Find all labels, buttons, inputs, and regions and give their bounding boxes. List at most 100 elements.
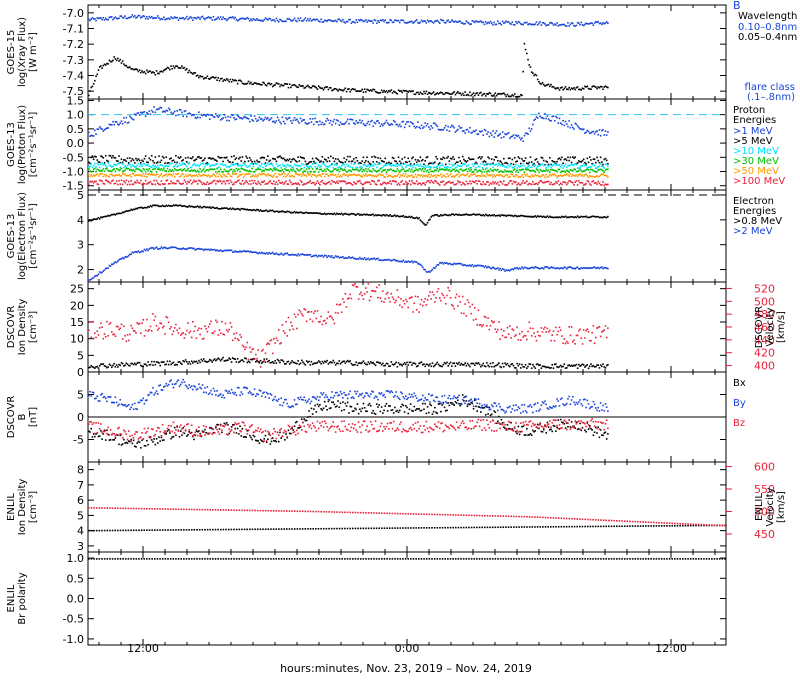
data-point xyxy=(241,118,244,120)
data-point xyxy=(587,166,590,169)
data-point xyxy=(114,16,117,18)
data-point xyxy=(518,215,521,218)
data-point xyxy=(102,164,105,166)
data-point xyxy=(206,248,209,251)
data-point xyxy=(546,215,549,217)
data-point xyxy=(539,115,541,118)
data-point xyxy=(396,92,399,95)
data-point xyxy=(428,171,430,174)
data-point xyxy=(434,122,436,125)
data-point xyxy=(155,162,158,164)
data-point xyxy=(309,165,312,168)
data-point xyxy=(388,89,390,92)
data-point xyxy=(158,72,160,75)
data-point xyxy=(259,165,262,168)
data-point xyxy=(106,267,108,270)
data-point xyxy=(403,21,406,24)
data-point xyxy=(183,360,186,363)
data-point xyxy=(202,249,205,252)
data-point xyxy=(173,110,176,113)
data-point xyxy=(196,16,199,18)
data-point xyxy=(591,22,593,25)
data-point xyxy=(349,213,351,216)
data-point xyxy=(263,210,266,212)
y-tick-label: 5 xyxy=(77,189,84,202)
data-point xyxy=(199,180,201,182)
data-point xyxy=(596,183,598,185)
data-point xyxy=(195,164,198,167)
data-point xyxy=(277,164,280,167)
data-point xyxy=(88,94,90,97)
data-point xyxy=(442,180,445,182)
data-point xyxy=(337,168,339,171)
data-point xyxy=(414,167,417,169)
data-point xyxy=(440,128,442,131)
data-point xyxy=(115,17,118,20)
data-point xyxy=(464,213,466,216)
data-point xyxy=(218,358,221,361)
data-point xyxy=(471,180,474,183)
data-point xyxy=(303,254,305,256)
data-point xyxy=(204,18,206,21)
data-point xyxy=(359,174,361,177)
data-point xyxy=(342,214,344,216)
data-point xyxy=(605,175,608,177)
data-point xyxy=(512,175,515,177)
data-point xyxy=(215,207,217,209)
data-point xyxy=(213,168,216,171)
data-point xyxy=(488,266,491,268)
data-point xyxy=(431,175,434,178)
data-point xyxy=(158,183,160,186)
data-point xyxy=(303,157,305,160)
data-point xyxy=(317,174,320,177)
legend-label: 0.05–0.4nm xyxy=(738,32,797,43)
data-point xyxy=(304,164,307,166)
data-point xyxy=(396,365,399,368)
data-point xyxy=(601,168,603,171)
data-point xyxy=(544,85,546,87)
data-point xyxy=(183,110,186,113)
data-point xyxy=(549,119,551,122)
data-point xyxy=(110,180,113,182)
data-point xyxy=(342,123,344,125)
data-point xyxy=(131,209,134,211)
data-point xyxy=(130,168,132,171)
data-point xyxy=(534,23,537,25)
data-point xyxy=(142,163,145,166)
data-point xyxy=(400,174,402,177)
data-point xyxy=(204,165,206,168)
data-point xyxy=(140,163,142,166)
data-point xyxy=(213,164,216,167)
data-point xyxy=(530,71,533,73)
data-point xyxy=(580,181,583,184)
data-point xyxy=(460,214,463,216)
data-point xyxy=(401,168,403,171)
data-point xyxy=(572,156,574,158)
data-point xyxy=(310,166,313,168)
data-point xyxy=(189,166,192,169)
data-point xyxy=(152,364,154,367)
data-point xyxy=(425,156,428,159)
data-point xyxy=(575,174,578,176)
data-point xyxy=(534,183,537,185)
data-point xyxy=(429,218,431,221)
data-point xyxy=(142,250,145,253)
data-point xyxy=(288,18,291,20)
data-point xyxy=(307,173,309,175)
data-point xyxy=(421,127,424,129)
data-point xyxy=(140,71,142,74)
data-point xyxy=(100,65,102,67)
data-point xyxy=(274,253,276,256)
data-point xyxy=(204,205,206,208)
data-point xyxy=(112,263,114,266)
data-point xyxy=(435,363,437,365)
data-point xyxy=(146,69,148,72)
data-point xyxy=(346,213,349,216)
data-point xyxy=(182,173,184,176)
data-point xyxy=(184,359,187,361)
data-point xyxy=(95,75,97,78)
data-point xyxy=(380,183,383,186)
data-point xyxy=(223,174,226,176)
data-point xyxy=(482,93,485,95)
data-point xyxy=(113,163,116,166)
